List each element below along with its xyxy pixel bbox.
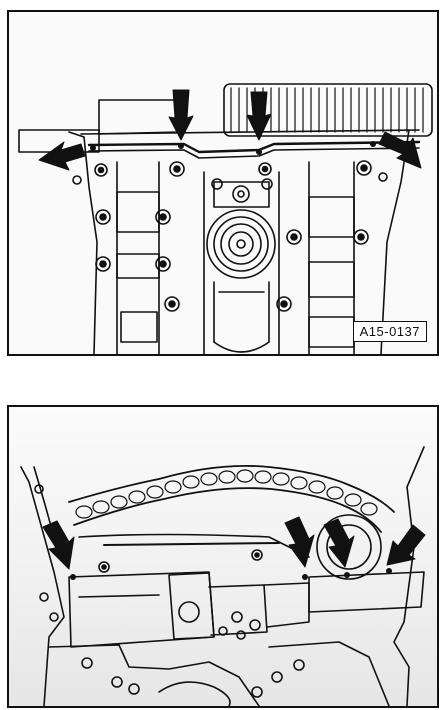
- contact-points: [90, 141, 376, 155]
- bottom-bolts: [34, 484, 305, 698]
- arrow-3: [246, 91, 272, 141]
- camshaft-housing-drawing: [18, 83, 433, 354]
- camshaft-sprocket: [223, 83, 433, 137]
- bolts: [94, 160, 372, 312]
- arrow-4: [378, 131, 422, 169]
- bottom-contact-points: [70, 568, 392, 580]
- arrow-8: [386, 524, 426, 566]
- figure-reference-label: A15-0137: [352, 321, 427, 342]
- arrow-6: [284, 516, 315, 568]
- bottom-indicator-arrows: [42, 516, 426, 570]
- timing-chain-drawing: [20, 446, 426, 706]
- arrow-5: [42, 520, 75, 570]
- arrow-7: [323, 518, 355, 568]
- sprocket-right: [316, 514, 382, 580]
- arrow-1: [38, 141, 86, 171]
- indicator-arrows: [38, 89, 422, 171]
- arrow-2: [168, 89, 194, 141]
- figure-top-camshaft-housing: A15-0137: [7, 10, 439, 356]
- figure-bottom-timing-chain: [7, 405, 439, 708]
- timing-chain: [68, 465, 395, 533]
- center-sprocket: [206, 209, 276, 279]
